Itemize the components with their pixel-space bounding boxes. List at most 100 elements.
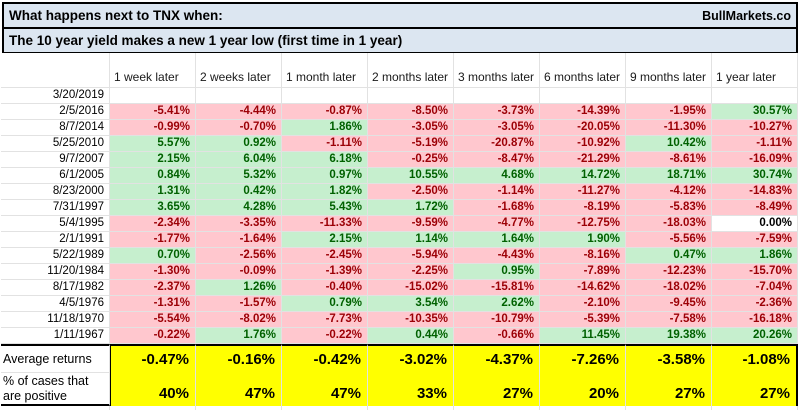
return-cell[interactable]: -8.02% [196,312,282,328]
summary-value-cell[interactable]: -0.42% [282,344,368,373]
return-cell[interactable]: -2.36% [712,296,798,312]
return-cell[interactable]: 1.90% [540,232,626,248]
return-cell[interactable]: -0.22% [282,328,368,344]
date-cell[interactable]: 4/5/1976 [1,296,110,312]
return-cell[interactable]: -15.70% [712,264,798,280]
column-header[interactable]: 1 month later [282,53,368,88]
return-cell[interactable]: -5.19% [368,136,454,152]
return-cell[interactable]: -3.73% [454,104,540,120]
return-cell[interactable] [540,88,626,104]
return-cell[interactable]: 2.62% [454,296,540,312]
return-cell[interactable]: 0.92% [196,136,282,152]
column-header[interactable]: 1 year later [712,53,798,88]
summary-value-cell[interactable]: -7.26% [540,344,626,373]
return-cell[interactable]: -12.23% [626,264,712,280]
summary-value-cell[interactable]: 47% [282,373,368,406]
return-cell[interactable]: -4.77% [454,216,540,232]
return-cell[interactable]: -3.35% [196,216,282,232]
date-cell[interactable]: 7/31/1997 [1,200,110,216]
return-cell[interactable]: -8.16% [540,248,626,264]
return-cell[interactable]: -7.04% [712,280,798,296]
column-header[interactable]: 2 months later [368,53,454,88]
return-cell[interactable]: -0.70% [196,120,282,136]
return-cell[interactable]: 1.64% [454,232,540,248]
return-cell[interactable] [368,88,454,104]
return-cell[interactable]: 4.28% [196,200,282,216]
return-cell[interactable]: 0.70% [110,248,196,264]
date-cell[interactable]: 9/7/2007 [1,152,110,168]
return-cell[interactable]: -14.83% [712,184,798,200]
return-cell[interactable]: 5.32% [196,168,282,184]
return-cell[interactable]: -1.77% [110,232,196,248]
return-cell[interactable]: 1.86% [282,120,368,136]
date-cell[interactable]: 8/17/1982 [1,280,110,296]
return-cell[interactable]: 0.00% [712,216,798,232]
return-cell[interactable]: 2.15% [110,152,196,168]
return-cell[interactable]: -10.27% [712,120,798,136]
return-cell[interactable]: -7.58% [626,312,712,328]
return-cell[interactable]: -4.12% [626,184,712,200]
return-cell[interactable]: -1.31% [110,296,196,312]
return-cell[interactable]: -10.92% [540,136,626,152]
return-cell[interactable]: -14.62% [540,280,626,296]
column-header[interactable]: 2 weeks later [196,53,282,88]
return-cell[interactable] [110,88,196,104]
return-cell[interactable]: -18.02% [626,280,712,296]
return-cell[interactable]: -15.02% [368,280,454,296]
return-cell[interactable]: -20.87% [454,136,540,152]
return-cell[interactable]: -1.57% [196,296,282,312]
date-cell[interactable]: 5/25/2010 [1,136,110,152]
return-cell[interactable]: -1.11% [712,136,798,152]
summary-value-cell[interactable]: 47% [196,373,282,406]
return-cell[interactable]: 0.95% [454,264,540,280]
return-cell[interactable]: 10.55% [368,168,454,184]
return-cell[interactable]: -20.05% [540,120,626,136]
return-cell[interactable]: -1.64% [196,232,282,248]
summary-value-cell[interactable]: -1.08% [712,344,798,373]
return-cell[interactable]: -8.61% [626,152,712,168]
summary-value-cell[interactable]: -3.58% [626,344,712,373]
summary-value-cell[interactable]: 40% [110,373,196,406]
return-cell[interactable]: 1.72% [368,200,454,216]
return-cell[interactable]: -2.34% [110,216,196,232]
return-cell[interactable]: 3.54% [368,296,454,312]
return-cell[interactable]: -8.19% [540,200,626,216]
return-cell[interactable]: -1.39% [282,264,368,280]
return-cell[interactable]: -2.37% [110,280,196,296]
date-cell[interactable]: 2/5/2016 [1,104,110,120]
return-cell[interactable] [196,88,282,104]
return-cell[interactable]: -8.47% [454,152,540,168]
return-cell[interactable]: 1.82% [282,184,368,200]
summary-value-cell[interactable]: 27% [626,373,712,406]
summary-value-cell[interactable]: 27% [712,373,798,406]
date-cell[interactable]: 11/20/1984 [1,264,110,280]
return-cell[interactable]: -0.25% [368,152,454,168]
summary-value-cell[interactable]: -3.02% [368,344,454,373]
return-cell[interactable]: -11.33% [282,216,368,232]
date-cell[interactable]: 11/18/1970 [1,312,110,328]
return-cell[interactable]: 4.68% [454,168,540,184]
return-cell[interactable]: 3.65% [110,200,196,216]
return-cell[interactable]: -1.11% [282,136,368,152]
corner-cell[interactable] [1,53,110,88]
return-cell[interactable]: 5.57% [110,136,196,152]
summary-value-cell[interactable]: 20% [540,373,626,406]
return-cell[interactable]: 11.45% [540,328,626,344]
column-header[interactable]: 9 months later [626,53,712,88]
return-cell[interactable]: -12.75% [540,216,626,232]
column-header[interactable]: 6 months later [540,53,626,88]
date-cell[interactable]: 8/23/2000 [1,184,110,200]
return-cell[interactable]: -11.30% [626,120,712,136]
return-cell[interactable]: -2.56% [196,248,282,264]
return-cell[interactable]: -10.35% [368,312,454,328]
summary-value-cell[interactable]: -0.47% [110,344,196,373]
return-cell[interactable]: -11.27% [540,184,626,200]
return-cell[interactable]: -16.09% [712,152,798,168]
return-cell[interactable]: 1.31% [110,184,196,200]
return-cell[interactable]: 1.86% [712,248,798,264]
return-cell[interactable] [282,88,368,104]
return-cell[interactable]: -0.22% [110,328,196,344]
return-cell[interactable]: -5.39% [540,312,626,328]
return-cell[interactable]: 0.97% [282,168,368,184]
date-cell[interactable]: 8/7/2014 [1,120,110,136]
